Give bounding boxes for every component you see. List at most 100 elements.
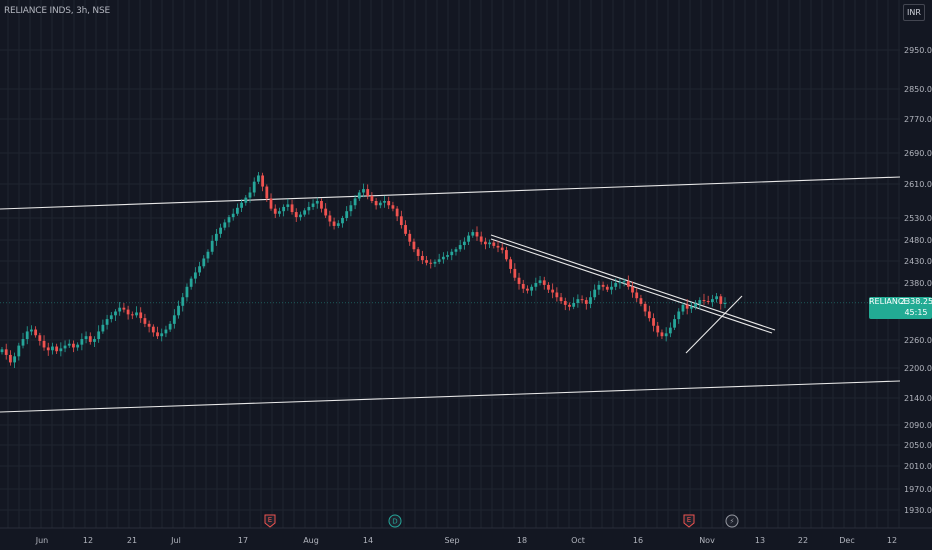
candle-body (505, 250, 508, 260)
candle-body (0, 349, 4, 353)
dividend-icon[interactable]: D (388, 514, 402, 528)
candle-body (534, 283, 538, 287)
candle-body (223, 222, 227, 228)
candle-body (265, 186, 269, 199)
candle-body (168, 323, 172, 330)
candle-body (206, 251, 210, 259)
time-tick-label: Jun (35, 536, 49, 545)
price-tick-label: 2050.00 (904, 441, 932, 450)
candle-body (723, 302, 727, 304)
candle-body (580, 299, 584, 301)
candle-body (668, 327, 672, 334)
candle-body (185, 286, 189, 298)
candle-body (660, 332, 664, 337)
candle-body (193, 272, 197, 279)
candle-body (76, 344, 80, 348)
candle-body (715, 296, 718, 300)
candle-body (349, 205, 353, 212)
candle-body (101, 324, 105, 332)
svg-text:E: E (687, 516, 691, 524)
candle-body (46, 347, 50, 351)
chart-grid (0, 0, 900, 528)
candle-body (59, 348, 63, 352)
price-tick-label: 2140.00 (904, 394, 932, 403)
earnings-icon[interactable]: E (264, 514, 276, 528)
candle-body (441, 256, 445, 260)
candle-body (303, 210, 307, 215)
candle-body (551, 289, 555, 293)
candle-body (689, 306, 693, 309)
candle-body (492, 242, 496, 246)
candle-body (235, 207, 239, 214)
candle-body (479, 236, 483, 242)
candle-body (30, 329, 33, 332)
candle-body (719, 296, 723, 304)
candle-body (273, 208, 277, 214)
candle-body (294, 212, 298, 218)
candle-body (55, 346, 59, 352)
price-tick-label: 2260.00 (904, 336, 932, 345)
candle-body (248, 192, 252, 198)
price-tick-label: 1930.00 (904, 506, 932, 515)
earnings-icon[interactable]: E (683, 514, 695, 528)
candle-body (84, 336, 88, 340)
candle-body (324, 208, 328, 216)
uptrend-support-line[interactable] (685, 295, 743, 354)
downtrend-line-lower[interactable] (490, 238, 773, 334)
lightning-icon[interactable]: ⚡ (725, 514, 739, 528)
candle-body (374, 201, 378, 206)
candle-body (97, 331, 101, 340)
candle-body (420, 255, 424, 261)
candle-body (576, 299, 580, 303)
candle-body (597, 284, 601, 290)
downtrend-line-upper[interactable] (490, 234, 776, 331)
candle-body (458, 245, 462, 250)
svg-text:E: E (268, 516, 272, 524)
candle-body (475, 232, 479, 237)
candle-body (647, 311, 651, 319)
candle-body (214, 233, 218, 241)
last-price-tag: RELIANCE 2338.25 45:15 (869, 297, 932, 319)
candle-body (425, 260, 428, 263)
candle-body (387, 201, 391, 206)
price-tag-value: 2338.25 (900, 297, 932, 306)
candle-body (446, 255, 449, 257)
candle-body (160, 333, 164, 337)
candle-body (412, 241, 416, 250)
candle-body (143, 318, 147, 324)
candle-body (341, 218, 344, 224)
candle-body (572, 302, 576, 307)
candle-body (568, 304, 571, 307)
candle-body (496, 245, 500, 248)
price-tick-label: 2530.00 (904, 214, 932, 223)
trendlines (0, 176, 901, 413)
candle-body (399, 216, 403, 226)
candle-body (673, 319, 676, 328)
candle-body (357, 192, 361, 199)
candle-body (181, 297, 185, 306)
candle-body (437, 259, 441, 262)
candle-body (147, 323, 151, 327)
candle-body (88, 336, 92, 342)
candle-body (282, 206, 286, 212)
currency-button[interactable]: INR (903, 4, 925, 21)
price-tick-label: 2380.00 (904, 279, 932, 288)
candle-body (63, 345, 67, 349)
symbol-title: RELIANCE INDS, 3h, NSE (4, 6, 110, 16)
price-axis[interactable]: 2950.00 2850.00 2770.00 2690.00 2610.00 2530.… (904, 46, 932, 515)
channel-upper-line[interactable] (0, 176, 901, 210)
candle-body (353, 198, 357, 206)
price-tick-label: 2480.00 (904, 236, 932, 245)
candle-body (156, 332, 159, 337)
time-tick-label: 18 (517, 536, 527, 545)
candle-body (332, 221, 336, 226)
time-axis[interactable]: Jun 12 21 Jul 17 Aug 14 Sep 18 Oct 16 Nov 13 22 Dec 12 (0, 527, 932, 545)
candle-body (547, 284, 550, 290)
channel-lower-line[interactable] (0, 380, 901, 413)
candle-body (9, 354, 12, 363)
candle-body (244, 197, 248, 203)
time-tick-label: Jul (170, 536, 181, 545)
candle-body (488, 242, 492, 245)
candle-body (694, 303, 697, 307)
